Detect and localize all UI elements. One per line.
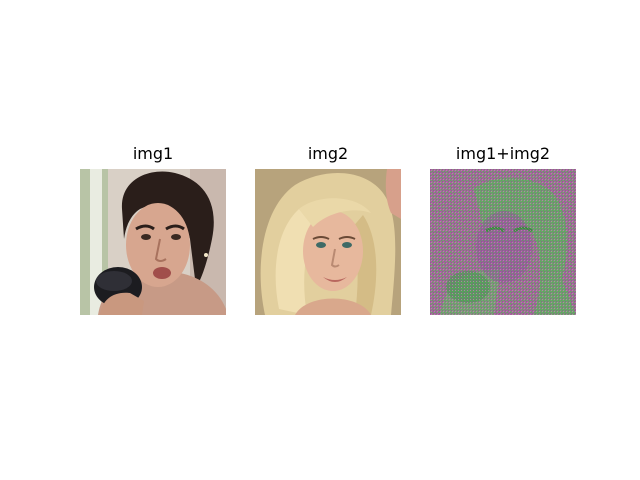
image-panel-sum [430, 169, 576, 315]
noisy-sum-image [430, 169, 576, 315]
panel-title-sum: img1+img2 [455, 144, 551, 163]
panel-title-img2: img2 [307, 144, 349, 163]
panel-title-img1: img1 [132, 144, 174, 163]
image-panel-img1 [80, 169, 226, 315]
image-panel-img2 [255, 169, 401, 315]
face-photo-img1 [80, 169, 226, 315]
face-photo-img2 [255, 169, 401, 315]
